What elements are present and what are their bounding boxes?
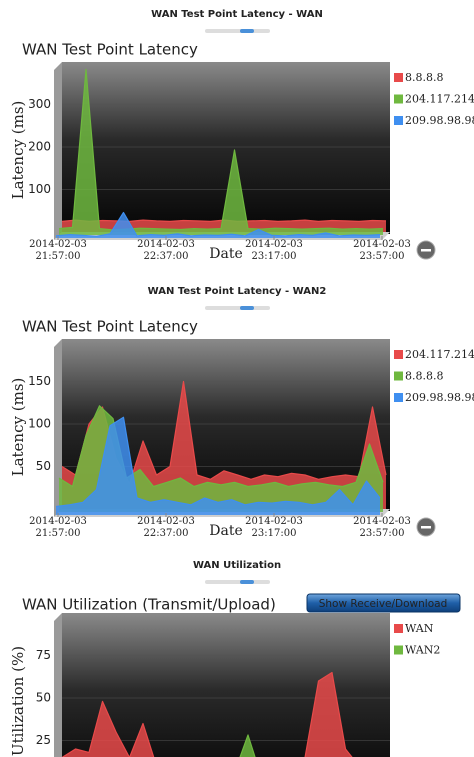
slider-track <box>205 306 270 310</box>
legend-label: 209.98.98.98 <box>405 114 474 127</box>
legend-label: 204.117.214.10 <box>405 348 474 361</box>
series-area <box>59 405 383 512</box>
slider-thumb <box>240 306 254 310</box>
chart-title: WAN Test Point Latency <box>22 41 198 59</box>
side-wall <box>54 339 62 517</box>
chart-title: WAN Test Point Latency <box>22 318 198 336</box>
side-wall <box>54 62 62 240</box>
series-area <box>240 735 255 757</box>
legend-swatch <box>394 116 403 125</box>
y-axis-label: Utilization (%) <box>9 646 27 756</box>
y-axis-label: Latency (ms) <box>9 101 27 200</box>
y-tick-label: 75 <box>36 648 51 662</box>
y-tick-label: 100 <box>28 417 51 431</box>
legend-swatch <box>394 371 403 381</box>
x-tick-label: 2014-02-03 22:37:00 <box>137 239 195 262</box>
series-line <box>55 211 381 237</box>
toggle-button[interactable]: Show Receive/Download <box>306 593 461 613</box>
collapse-button[interactable] <box>416 240 436 260</box>
collapse-button[interactable] <box>416 517 436 537</box>
y-tick-label: 300 <box>28 97 51 111</box>
y-tick-label: 150 <box>28 374 51 388</box>
legend-swatch <box>394 624 403 633</box>
series-line <box>55 416 381 508</box>
x-axis-label: Date <box>209 523 242 539</box>
x-tick-label: 2014-02-03 21:57:00 <box>29 516 87 539</box>
legend-swatch <box>394 94 403 104</box>
button-face[interactable] <box>306 593 461 613</box>
button-minus[interactable] <box>421 249 431 252</box>
section-heading: WAN Utilization <box>193 560 281 571</box>
x-axis-label: Date <box>209 246 242 262</box>
legend-label: WAN <box>405 622 434 635</box>
y-tick-label: 200 <box>28 140 51 154</box>
button-label[interactable]: Show Receive/Download <box>319 598 448 610</box>
series-area <box>62 672 352 757</box>
legend-label: WAN2 <box>405 644 440 657</box>
x-tick-label: 2014-02-03 22:37:00 <box>137 516 195 539</box>
legend-swatch <box>394 393 403 402</box>
legend-swatch <box>394 645 403 655</box>
legend-label: 204.117.214.10 <box>405 93 474 106</box>
section-heading: WAN Test Point Latency - WAN2 <box>148 286 327 297</box>
chart-title: WAN Utilization (Transmit/Upload) <box>22 596 276 614</box>
slider-track <box>205 29 270 33</box>
section-heading: WAN Test Point Latency - WAN <box>151 9 323 20</box>
series-area <box>56 417 380 515</box>
x-tick-label: 2014-02-03 23:57:00 <box>353 516 411 539</box>
series-line <box>61 671 353 757</box>
x-tick-label: 2014-02-03 23:17:00 <box>245 239 303 262</box>
button-minus[interactable] <box>421 526 431 529</box>
y-tick-label: 50 <box>36 691 51 705</box>
y-tick-label: 100 <box>28 182 51 196</box>
legend-label: 8.8.8.8 <box>405 370 443 383</box>
legend-swatch <box>394 350 403 359</box>
y-tick-label: 25 <box>36 733 51 747</box>
series-line <box>58 405 384 488</box>
legend-swatch <box>394 73 403 82</box>
side-wall <box>54 613 62 757</box>
legend-label: 8.8.8.8 <box>405 71 443 84</box>
slider-thumb <box>240 580 254 584</box>
slider-thumb <box>240 29 254 33</box>
y-tick-label: 50 <box>36 459 51 473</box>
x-tick-label: 2014-02-03 23:17:00 <box>245 516 303 539</box>
legend-label: 209.98.98.98 <box>405 391 474 404</box>
series-area <box>59 69 383 235</box>
x-tick-label: 2014-02-03 21:57:00 <box>29 239 87 262</box>
y-axis-label: Latency (ms) <box>9 378 27 477</box>
x-tick-label: 2014-02-03 23:57:00 <box>353 239 411 262</box>
slider-track <box>205 580 270 584</box>
